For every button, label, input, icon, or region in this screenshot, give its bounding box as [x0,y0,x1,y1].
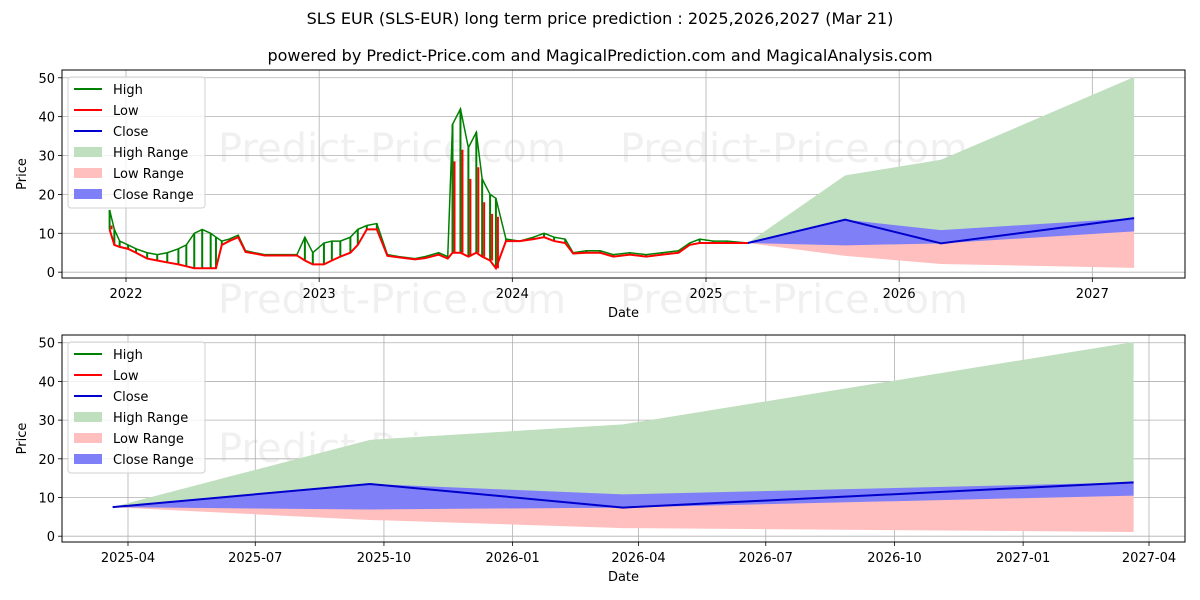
legend-item-high-range: High Range [74,146,188,161]
high-range-area [747,76,1135,244]
svg-text:High: High [113,348,143,363]
x-tick-label: 2027-01 [996,551,1050,566]
watermark: Predict-Price.com [218,277,566,323]
svg-text:Close: Close [113,390,148,405]
x-tick-label: 2025-04 [101,551,155,566]
close-line [747,217,1135,245]
history-series [108,106,748,271]
svg-text:Close: Close [113,125,148,140]
y-tick-label: 10 [38,227,55,242]
x-axis-label: Date [608,570,639,585]
x-tick-label: 2026-07 [739,551,793,566]
legend-item-high: High [74,348,143,363]
x-tick-label: 2024 [496,287,529,302]
svg-text:High Range: High Range [113,411,188,426]
legend-item-high: High [74,83,143,98]
top-chart-frame [61,69,1186,279]
x-tick-label: 2026-01 [485,551,539,566]
x-axis-label: Date [608,306,639,321]
close-line [112,481,1134,509]
y-tick-label: 30 [38,414,55,429]
low-line [108,228,748,271]
svg-text:High: High [113,83,143,98]
high-line [108,106,748,260]
legend-item-low-range: Low Range [74,167,184,182]
y-axis-label: Price [15,158,30,190]
x-tick-label: 2025-07 [228,551,282,566]
x-tick-label: 2027 [1076,287,1109,302]
legend-item-close-range: Close Range [74,188,194,203]
legend-item-close: Close [74,390,148,405]
y-axis-label: Price [15,423,30,455]
y-tick-label: 10 [38,492,55,507]
legend-item-low: Low [74,104,139,119]
watermark: Predict-Price.com [620,126,968,172]
y-tick-label: 40 [38,375,55,390]
x-tick-label: 2025 [689,287,722,302]
svg-text:Low: Low [113,104,139,119]
x-tick-label: 2026-04 [611,551,665,566]
y-tick-label: 0 [47,530,55,545]
close-range-area [112,482,1134,510]
svg-text:Low Range: Low Range [113,167,184,182]
svg-text:High Range: High Range [113,146,188,161]
svg-text:Low: Low [113,369,139,384]
x-tick-label: 2022 [109,287,142,302]
legend-item-high-range: High Range [74,411,188,426]
chart-subtitle: powered by Predict-Price.com and Magical… [267,46,933,65]
legend: High Low Close High Range Low Range Close Ran… [67,341,206,474]
watermark: Predict-Price.com [218,126,566,172]
y-tick-label: 20 [38,188,55,203]
watermark: Predict-Price.com [620,277,968,323]
high-range-area [112,341,1134,508]
x-tick-label: 2025-10 [357,551,411,566]
x-tick-label: 2026-10 [867,551,921,566]
bottom-chart-frame [61,334,1186,543]
y-tick-label: 20 [38,453,55,468]
legend-item-low-range: Low Range [74,432,184,447]
x-tick-label: 2023 [303,287,336,302]
svg-text:Close Range: Close Range [113,453,194,468]
y-tick-label: 40 [38,111,55,126]
legend: High Low Close High Range Low Range Close Ran… [67,76,206,209]
svg-text:Low Range: Low Range [113,432,184,447]
legend-item-low: Low [74,369,139,384]
y-tick-label: 50 [38,337,55,352]
svg-text:Close Range: Close Range [113,188,194,203]
x-tick-label: 2027-04 [1122,551,1176,566]
legend-item-close-range: Close Range [74,453,194,468]
y-tick-label: 0 [47,266,55,281]
y-tick-label: 30 [38,150,55,165]
x-tick-label: 2026 [883,287,916,302]
chart-title: SLS EUR (SLS-EUR) long term price predic… [306,9,894,28]
close-range-area [747,218,1135,246]
y-tick-label: 50 [38,72,55,87]
legend-item-close: Close [74,125,148,140]
